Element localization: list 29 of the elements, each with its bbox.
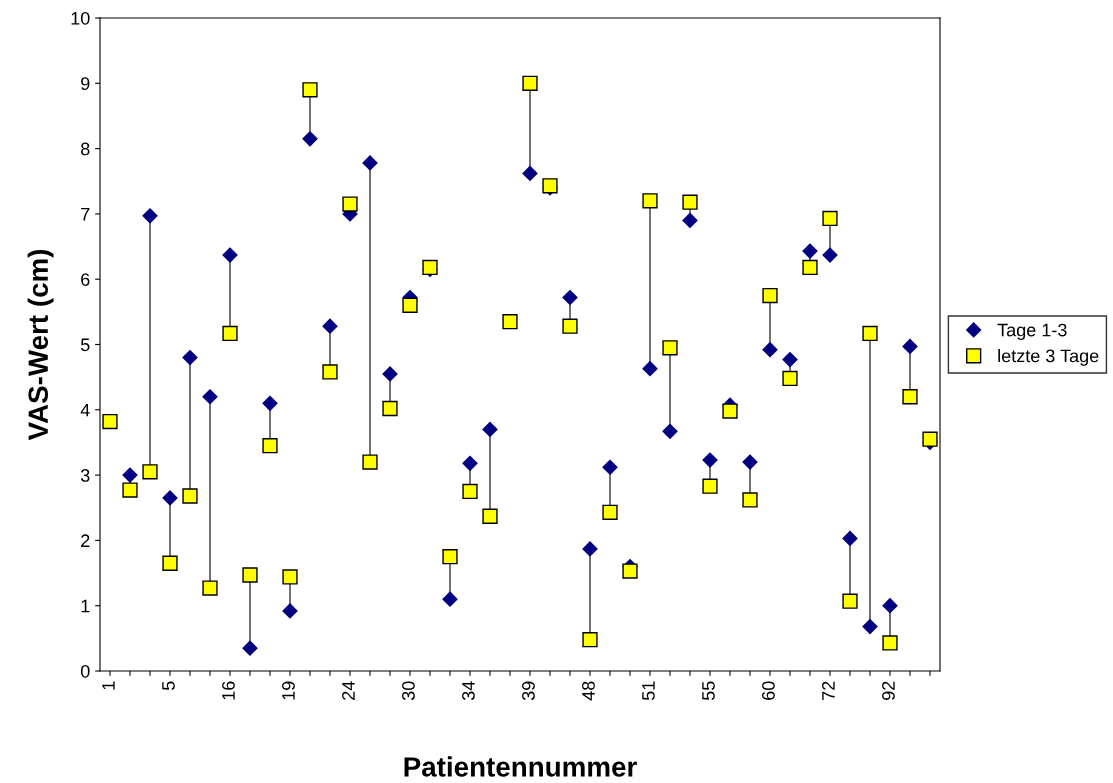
y-tick-label: 9 xyxy=(81,77,90,91)
x-tick-label: 30 xyxy=(402,681,415,701)
y-tick-label: 0 xyxy=(80,664,90,678)
x-tick-label: 24 xyxy=(342,681,355,700)
y-tick-label: 2 xyxy=(81,534,90,547)
y-tick-label: 1 xyxy=(81,599,90,613)
x-tick-label: 48 xyxy=(582,681,595,701)
x-tick-label: 92 xyxy=(882,681,895,700)
y-tick-label: 4 xyxy=(80,403,90,417)
x-tick-label: 55 xyxy=(702,681,715,701)
y-tick-label: 7 xyxy=(81,208,90,221)
x-tick-label: 72 xyxy=(822,681,835,700)
x-tick-label: 60 xyxy=(762,681,775,700)
y-tick-label: 3 xyxy=(80,469,90,482)
y-tick-label: 6 xyxy=(81,273,90,286)
x-tick-label: 51 xyxy=(642,681,655,701)
x-axis-title: Patientennummer xyxy=(404,756,637,777)
y-tick-label: 5 xyxy=(80,338,90,352)
legend-label: letzte 3 Tage xyxy=(998,349,1099,366)
x-tick-label: 19 xyxy=(282,681,295,700)
x-tick-label: 1 xyxy=(102,681,115,690)
x-tick-label: 39 xyxy=(522,681,535,701)
legend-label: Tage 1-3 xyxy=(997,323,1067,340)
y-tick-label: 8 xyxy=(81,142,90,156)
x-tick-label: 16 xyxy=(222,681,235,700)
x-tick-label: 5 xyxy=(162,681,175,691)
y-tick-label: 10 xyxy=(71,11,90,25)
y-axis-title: VAS-Wert (cm) xyxy=(27,249,54,441)
x-tick-label: 34 xyxy=(462,681,475,701)
